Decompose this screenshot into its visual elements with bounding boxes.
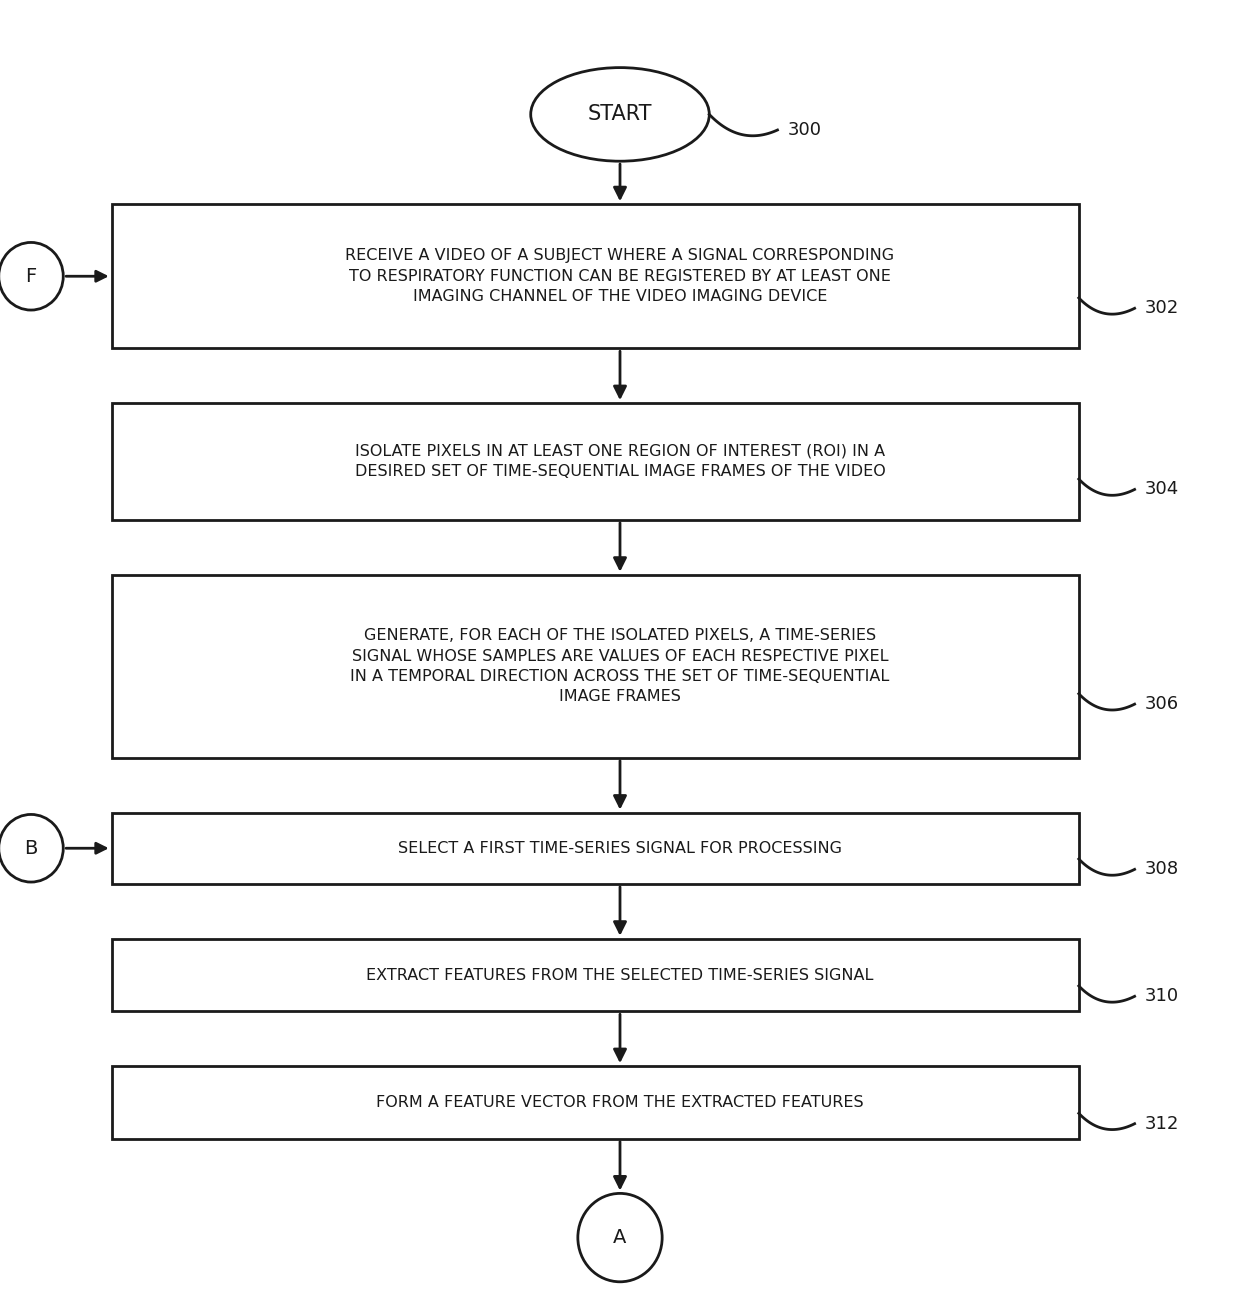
- Text: 312: 312: [1145, 1114, 1179, 1132]
- Text: EXTRACT FEATURES FROM THE SELECTED TIME-SERIES SIGNAL: EXTRACT FEATURES FROM THE SELECTED TIME-…: [366, 967, 874, 983]
- Circle shape: [0, 242, 63, 309]
- Text: GENERATE, FOR EACH OF THE ISOLATED PIXELS, A TIME-SERIES
SIGNAL WHOSE SAMPLES AR: GENERATE, FOR EACH OF THE ISOLATED PIXEL…: [351, 628, 889, 705]
- Text: B: B: [25, 838, 37, 858]
- FancyBboxPatch shape: [112, 403, 1079, 520]
- Text: 310: 310: [1145, 987, 1179, 1005]
- Text: RECEIVE A VIDEO OF A SUBJECT WHERE A SIGNAL CORRESPONDING
TO RESPIRATORY FUNCTIO: RECEIVE A VIDEO OF A SUBJECT WHERE A SIG…: [346, 248, 894, 304]
- Text: FORM A FEATURE VECTOR FROM THE EXTRACTED FEATURES: FORM A FEATURE VECTOR FROM THE EXTRACTED…: [376, 1095, 864, 1110]
- Circle shape: [578, 1193, 662, 1282]
- FancyBboxPatch shape: [112, 1066, 1079, 1139]
- Text: SELECT A FIRST TIME-SERIES SIGNAL FOR PROCESSING: SELECT A FIRST TIME-SERIES SIGNAL FOR PR…: [398, 841, 842, 855]
- Circle shape: [0, 814, 63, 883]
- FancyBboxPatch shape: [112, 204, 1079, 348]
- Text: F: F: [25, 266, 37, 286]
- FancyBboxPatch shape: [112, 575, 1079, 758]
- Text: A: A: [614, 1228, 626, 1247]
- Text: 304: 304: [1145, 481, 1179, 498]
- Text: 302: 302: [1145, 299, 1179, 317]
- FancyBboxPatch shape: [112, 939, 1079, 1011]
- Text: ISOLATE PIXELS IN AT LEAST ONE REGION OF INTEREST (ROI) IN A
DESIRED SET OF TIME: ISOLATE PIXELS IN AT LEAST ONE REGION OF…: [355, 443, 885, 480]
- FancyBboxPatch shape: [112, 812, 1079, 884]
- Text: 306: 306: [1145, 696, 1179, 714]
- Text: 300: 300: [787, 121, 821, 139]
- Text: START: START: [588, 104, 652, 125]
- Ellipse shape: [531, 68, 709, 161]
- Text: 308: 308: [1145, 861, 1179, 879]
